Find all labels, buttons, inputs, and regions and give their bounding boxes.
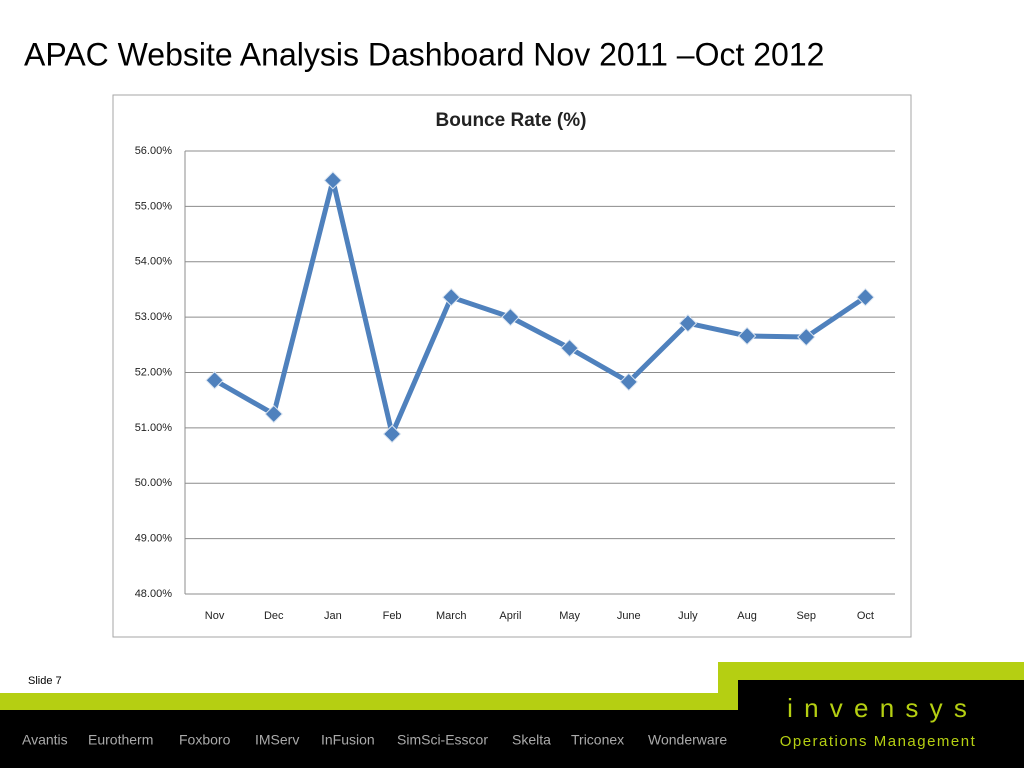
y-tick-label: 51.00% [135,422,173,434]
slide-number: Slide 7 [28,675,62,687]
y-tick-label: 56.00% [135,145,173,157]
data-point [501,307,520,327]
data-point [856,287,875,307]
brand-name: SimSci-Esscor [397,732,488,748]
x-tick-label: Aug [737,610,757,622]
y-tick-label: 54.00% [135,256,173,268]
data-point [205,371,224,390]
y-tick-label: 48.00% [135,588,173,600]
x-tick-label: Oct [857,610,874,622]
chart-frame [112,94,912,638]
x-tick-label: Dec [264,610,284,622]
brand-name: Eurotherm [88,732,153,748]
x-tick-label: July [678,610,698,622]
footer-band [0,680,1024,768]
brand-name: Wonderware [648,732,727,748]
chart-title: Bounce Rate (%) [436,110,587,131]
x-tick-label: Jan [324,610,342,622]
data-point [442,287,461,307]
y-tick-label: 52.00% [135,366,173,378]
y-tick-label: 50.00% [135,477,173,489]
data-point [678,314,698,333]
x-tick-label: June [617,610,641,622]
brand-name: Triconex [571,732,624,748]
x-tick-label: May [559,610,580,622]
data-point [737,326,757,346]
data-point [264,404,283,424]
x-tick-label: April [499,610,521,622]
x-tick-label: Sep [796,610,816,622]
logo-subtitle: Operations Management [780,733,977,750]
data-point [797,327,816,347]
x-tick-label: Nov [205,610,225,622]
slide-title: APAC Website Analysis Dashboard Nov 2011… [24,36,824,72]
data-point [382,424,402,444]
x-tick-label: Feb [383,610,402,622]
brand-name: Avantis [22,732,68,748]
x-tick-label: March [436,610,467,622]
brand-name: IMServ [255,732,299,748]
brand-name: Foxboro [179,732,231,748]
brand-name: Skelta [512,732,551,748]
plot: 48.00% 49.00% 50.00% 51.00% 52.00% 53.00% 54.0… [135,145,895,622]
brand-name: InFusion [321,732,375,748]
y-tick-label: 55.00% [135,200,173,212]
y-tick-label: 53.00% [135,311,173,323]
y-tick-label: 49.00% [135,533,173,545]
logo: i n v e n s y s [787,693,969,723]
data-point [323,171,343,190]
data-point [560,338,579,358]
series-line [213,177,867,437]
brand-list: Avantis Eurotherm Foxboro IMServ InFusion Sim… [22,732,727,748]
data-point [619,372,638,392]
